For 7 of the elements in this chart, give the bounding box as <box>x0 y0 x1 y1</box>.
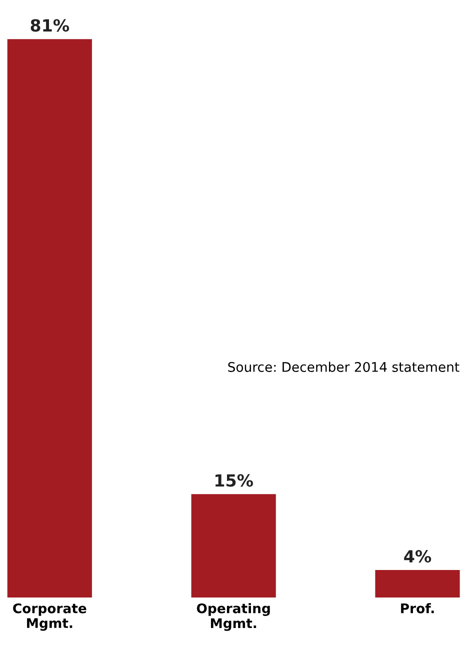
x-tick-label: Corporate Mgmt. <box>13 603 86 631</box>
data-label: 15% <box>216 474 253 487</box>
data-label: 4% <box>404 550 432 563</box>
x-tick-label: Operating Mgmt. <box>196 603 270 631</box>
annotation: Source: December 2014 statement <box>228 362 460 372</box>
data-label: 81% <box>30 19 70 32</box>
x-tick-label: Prof. <box>401 603 434 614</box>
